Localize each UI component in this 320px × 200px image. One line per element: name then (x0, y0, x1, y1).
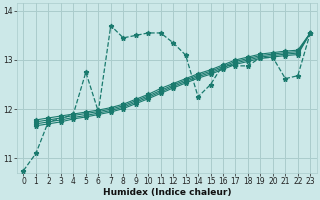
X-axis label: Humidex (Indice chaleur): Humidex (Indice chaleur) (103, 188, 231, 197)
